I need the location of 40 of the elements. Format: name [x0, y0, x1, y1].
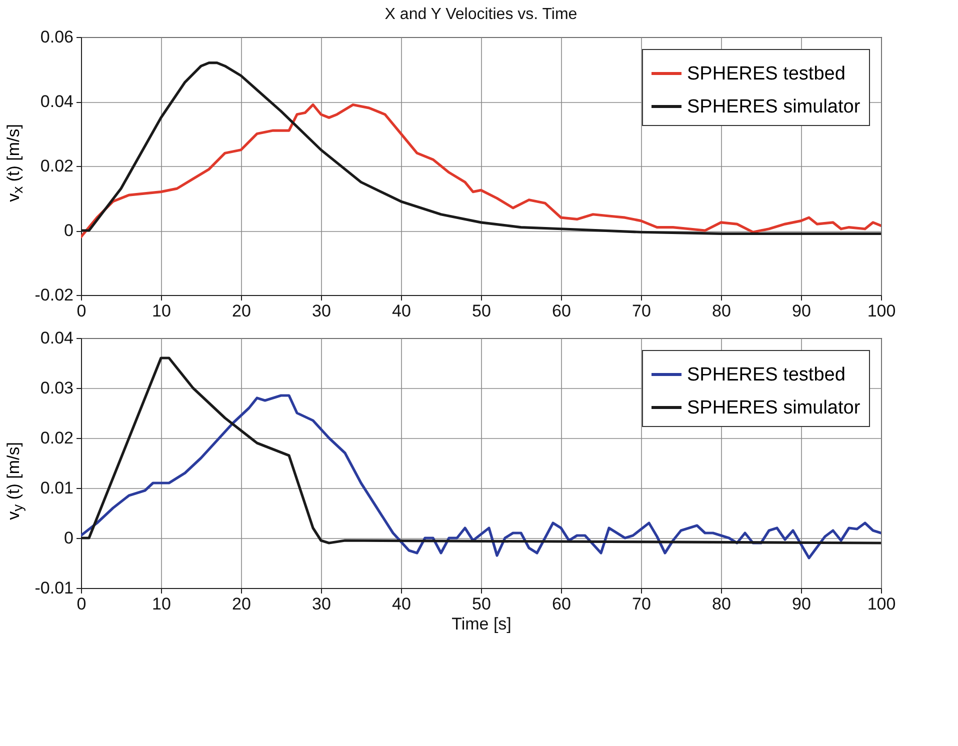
legend-label: SPHERES simulator	[687, 96, 861, 118]
x-tick-label: 100	[867, 594, 896, 614]
y-tick-label: -0.02	[34, 286, 74, 304]
y-tick-label: 0.02	[40, 156, 74, 176]
x-tick-label: 0	[76, 594, 86, 614]
y-tick-label: 0.04	[40, 328, 74, 348]
x-tick-label: 90	[792, 594, 811, 614]
x-tick-label: 60	[552, 594, 571, 614]
x-tick-label: 30	[312, 594, 331, 614]
line-series	[81, 394, 881, 560]
y-tick-label: 0.03	[40, 378, 74, 398]
x-tick-label: 50	[472, 302, 491, 320]
x-tick-label: 60	[552, 302, 571, 320]
x-tick-label: 70	[632, 302, 651, 320]
y-tick-label: -0.01	[34, 578, 74, 598]
x-tick-label: 90	[792, 302, 811, 320]
x-tick-label: 10	[152, 302, 171, 320]
y-tick-label: 0.04	[40, 92, 74, 111]
legend-label: SPHERES testbed	[687, 64, 846, 84]
x-tick-label: 70	[632, 594, 651, 614]
y-tick-label: 0	[64, 221, 74, 240]
x-tick-label: 100	[867, 302, 896, 320]
x-tick-label: 0	[76, 302, 86, 320]
x-tick-label: 80	[712, 594, 731, 614]
y-tick-label: 0.02	[40, 428, 74, 448]
legend-label: SPHERES testbed	[687, 364, 846, 386]
x-tick-label: 40	[392, 594, 411, 614]
y-tick-label: 0.01	[40, 478, 74, 498]
y-tick-label: 0	[64, 528, 74, 548]
x-tick-label: 40	[392, 302, 411, 320]
x-tick-label: 10	[152, 594, 171, 614]
x-tick-label: 30	[312, 302, 331, 320]
x-tick-label: 20	[232, 302, 251, 320]
x-tick-label: 20	[232, 594, 251, 614]
x-tick-label: 80	[712, 302, 731, 320]
y-tick-label: 0.06	[40, 28, 74, 46]
x-tick-label: 50	[472, 594, 491, 614]
x-axis-title: Time [s]	[452, 614, 512, 634]
legend-label: SPHERES simulator	[687, 398, 861, 418]
chart-title: X and Y Velocities vs. Time	[384, 6, 578, 23]
